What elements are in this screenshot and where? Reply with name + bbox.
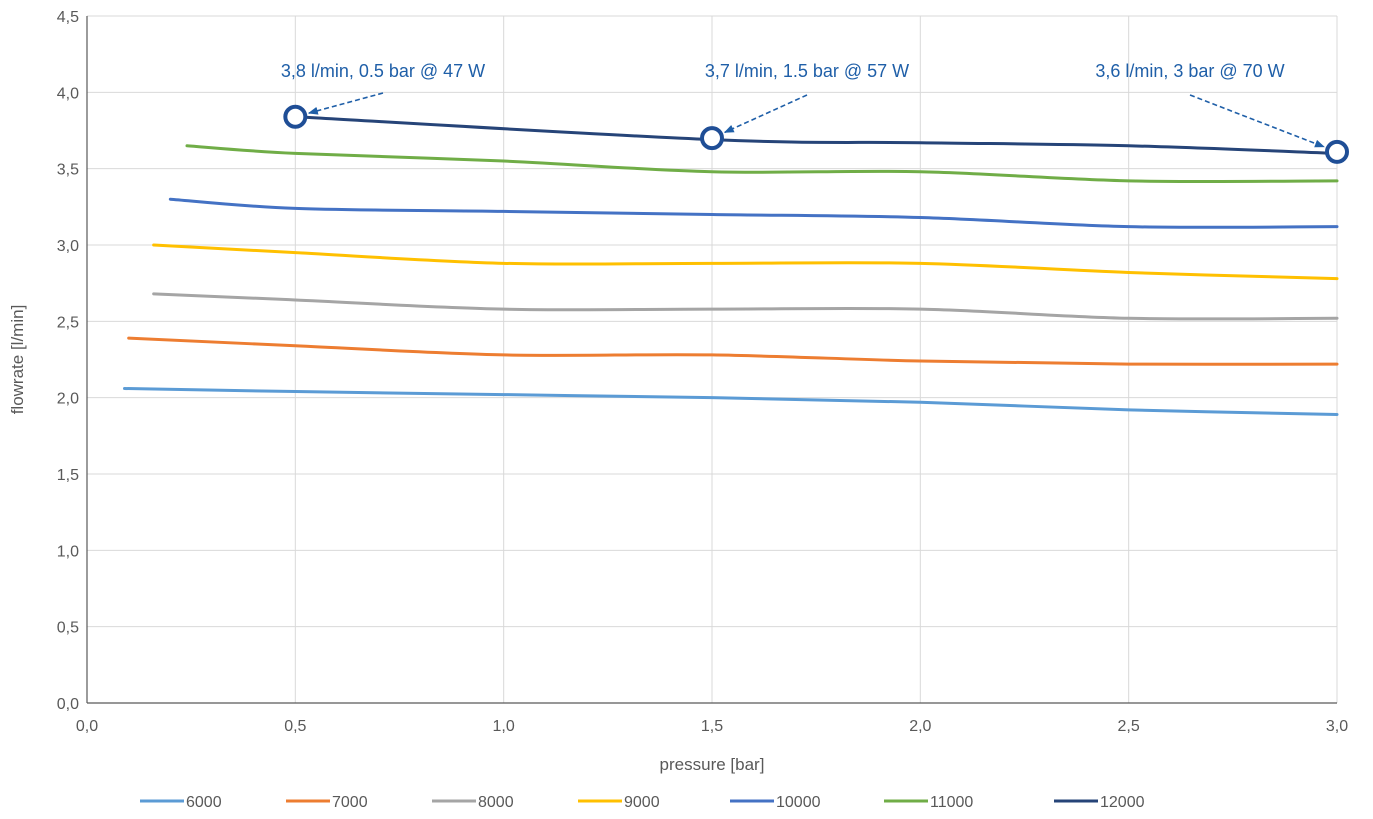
legend-label: 7000 — [332, 794, 368, 811]
series-line-8000 — [152, 292, 1339, 321]
series-line-12000 — [293, 115, 1339, 155]
y-tick-label: 3,0 — [57, 238, 79, 255]
legend-label: 8000 — [478, 794, 514, 811]
annotations: 3,8 l/min, 0.5 bar @ 47 W 3,7 l/min, 1.5 … — [281, 61, 1349, 164]
y-tick-label: 2,0 — [57, 391, 79, 408]
x-tick-labels: 0,0 0,5 1,0 1,5 2,0 2,5 3,0 — [76, 718, 1348, 735]
series-line-9000 — [152, 243, 1339, 281]
y-tick-label: 0,0 — [57, 696, 79, 713]
x-tick-label: 2,0 — [909, 718, 931, 735]
x-tick-label: 2,5 — [1118, 718, 1140, 735]
x-tick-label: 0,5 — [284, 718, 306, 735]
legend-label: 10000 — [776, 794, 821, 811]
y-tick-label: 2,5 — [57, 314, 79, 331]
y-tick-label: 1,5 — [57, 467, 79, 484]
y-tick-label: 3,5 — [57, 162, 79, 179]
series-line-7000 — [127, 336, 1339, 366]
grid-lines — [87, 15, 1338, 703]
series-line-6000 — [123, 387, 1339, 416]
annotation-label: 3,8 l/min, 0.5 bar @ 47 W — [281, 61, 485, 81]
x-axis-title: pressure [bar] — [660, 755, 765, 774]
y-tick-label: 0,5 — [57, 620, 79, 637]
annotation-marker — [700, 126, 724, 151]
legend-label: 6000 — [186, 794, 222, 811]
legend: 6000 7000 8000 9000 10000 11000 12000 — [140, 794, 1145, 811]
y-axis-title: flowrate [l/min] — [8, 305, 27, 415]
axes — [86, 16, 1337, 704]
y-tick-labels: 0,0 0,5 1,0 1,5 2,0 2,5 3,0 3,5 4,0 4,5 — [57, 9, 79, 713]
legend-label: 12000 — [1100, 794, 1145, 811]
x-tick-label: 1,5 — [701, 718, 723, 735]
x-tick-label: 0,0 — [76, 718, 98, 735]
series-line-10000 — [168, 197, 1339, 229]
annotation-arrow — [723, 94, 808, 134]
annotation-arrow — [1189, 94, 1325, 148]
annotation-marker — [283, 104, 308, 129]
legend-label: 11000 — [930, 794, 973, 811]
x-tick-label: 1,0 — [493, 718, 515, 735]
x-tick-label: 3,0 — [1326, 718, 1348, 735]
annotation-arrow — [307, 92, 384, 115]
annotation-label: 3,7 l/min, 1.5 bar @ 57 W — [705, 61, 909, 81]
series-line-11000 — [185, 144, 1339, 184]
annotation-marker — [1325, 139, 1349, 164]
y-tick-label: 1,0 — [57, 543, 79, 560]
y-tick-label: 4,5 — [57, 9, 79, 26]
legend-label: 9000 — [624, 794, 660, 811]
y-tick-label: 4,0 — [57, 85, 79, 102]
annotation-label: 3,6 l/min, 3 bar @ 70 W — [1095, 61, 1284, 81]
series-lines — [123, 115, 1339, 416]
